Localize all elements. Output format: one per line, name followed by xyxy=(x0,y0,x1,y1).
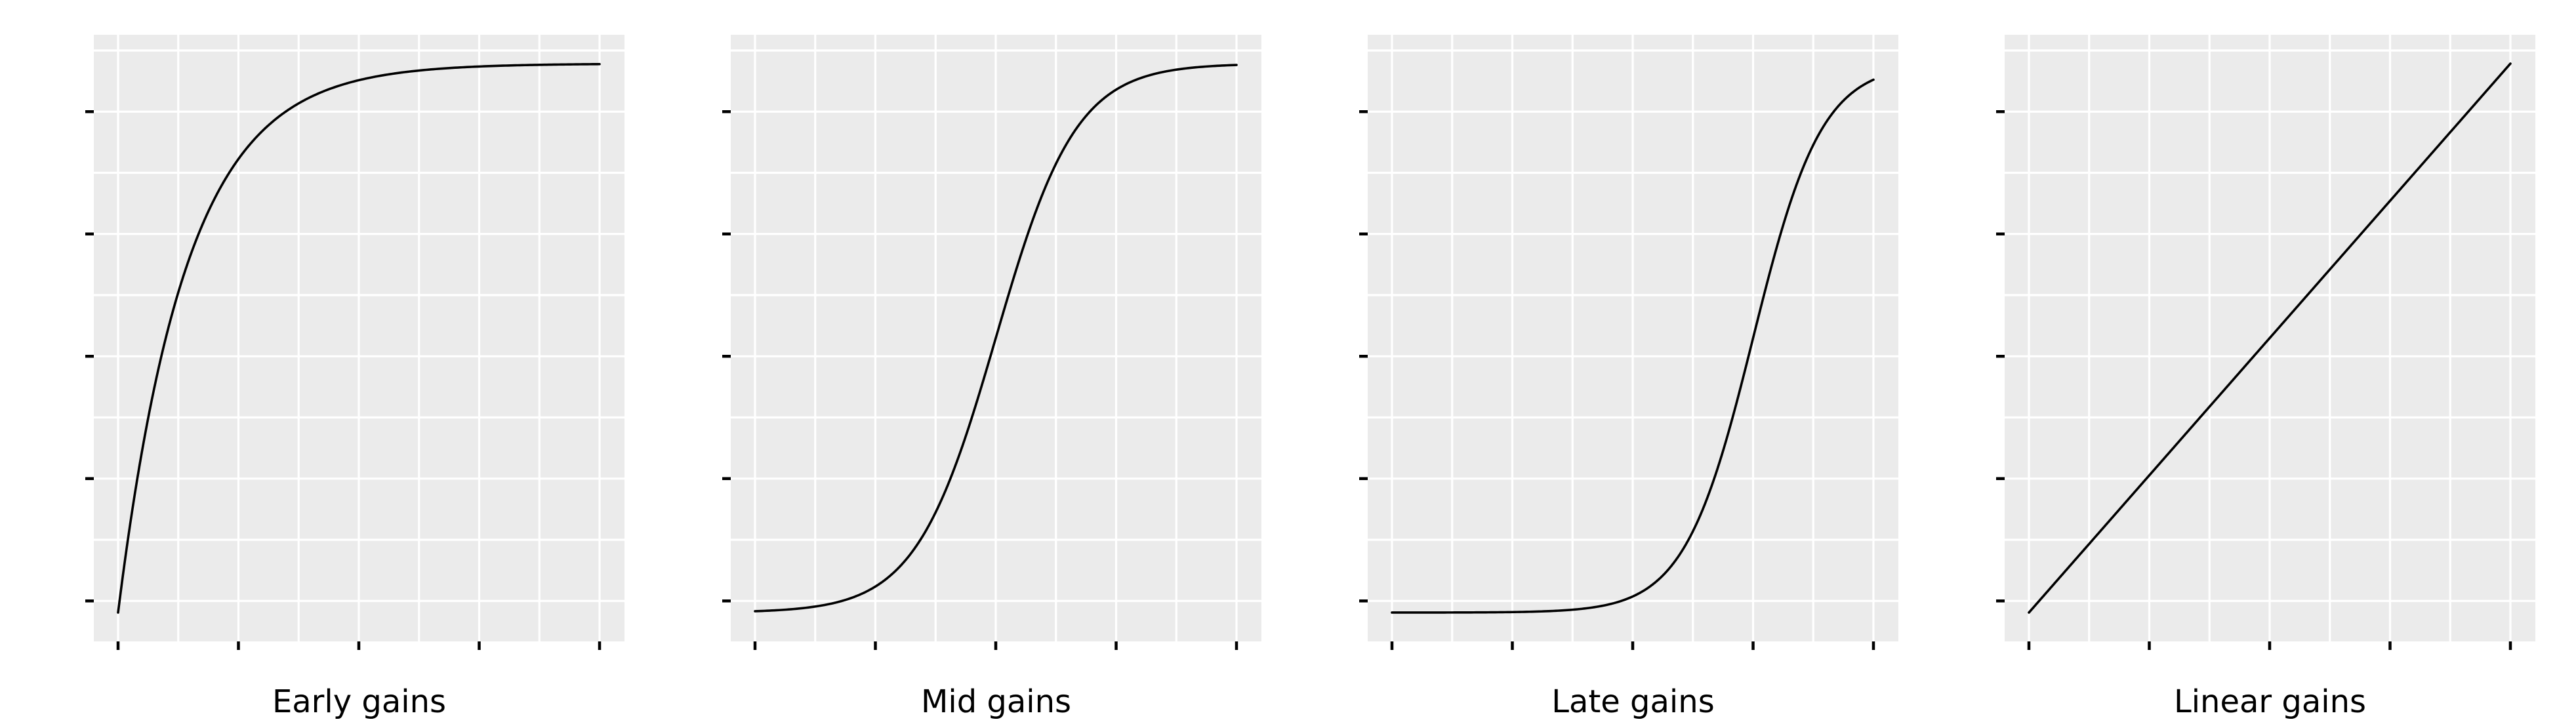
curve-line xyxy=(754,64,1238,613)
x-axis-label: Mid gains xyxy=(920,683,1072,720)
curve-line xyxy=(2028,62,2512,614)
curve-line xyxy=(117,62,601,614)
plot-svg xyxy=(1996,35,2535,650)
chart-mid-gains: Mid gains xyxy=(722,0,1261,728)
plot-panel xyxy=(85,35,624,650)
plot-panel xyxy=(1996,35,2535,650)
plot-panel xyxy=(722,35,1261,650)
x-axis-label: Linear gains xyxy=(2173,683,2367,720)
plot-svg xyxy=(722,35,1261,650)
chart-linear-gains: Linear gains xyxy=(1996,0,2535,728)
plot-panel xyxy=(1359,35,1898,650)
chart-late-gains: Late gains xyxy=(1359,0,1898,728)
plot-svg xyxy=(1359,35,1898,650)
plot-svg xyxy=(85,35,624,650)
x-axis-label: Late gains xyxy=(1551,683,1715,720)
curve-line xyxy=(1391,78,1875,614)
x-axis-label: Early gains xyxy=(272,683,447,720)
chart-early-gains: Early gains xyxy=(85,0,624,728)
